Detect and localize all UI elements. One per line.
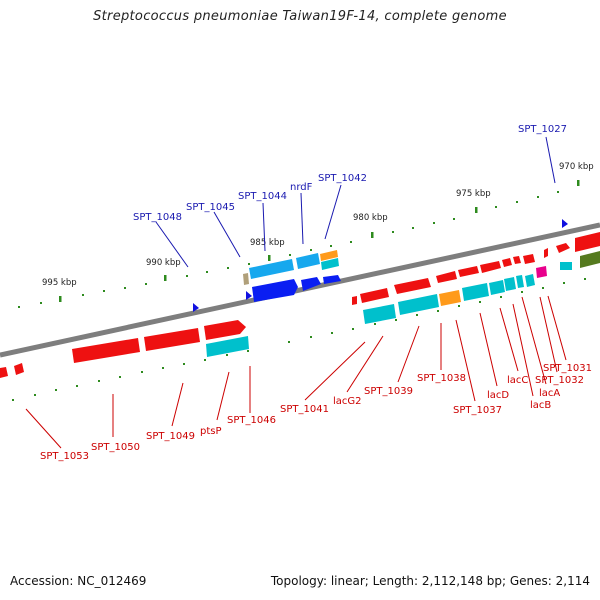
gene-arrow: [575, 232, 600, 252]
gene-label-lacg2: lacG2: [333, 396, 362, 407]
gene-box: [516, 275, 524, 288]
gene-label-spt1031: SPT_1031: [543, 363, 592, 374]
scale-label-990: 990 kbp: [146, 258, 181, 268]
gene-arrow: [544, 248, 548, 258]
gene-arrow: [458, 266, 479, 277]
leader-lines: [25, 295, 567, 449]
gene-arrow: [249, 259, 294, 279]
gene-arrow: [556, 243, 570, 253]
gene-box: [398, 294, 439, 315]
gene-label-spt1044: SPT_1044: [238, 191, 287, 202]
gene-box: [525, 274, 535, 287]
scale-label-975: 975 kbp: [456, 189, 491, 199]
gene-label-spt1032: SPT_1032: [535, 375, 584, 386]
gene-arrow: [360, 288, 389, 303]
gene-arrow: [320, 250, 338, 261]
gene-label-spt1037: SPT_1037: [453, 405, 502, 416]
gene-arrow: [321, 258, 339, 270]
gene-label-lacc: lacC: [507, 375, 528, 386]
gene-label-ptsp: ptsP: [200, 426, 222, 437]
scale-label-970: 970 kbp: [559, 162, 594, 172]
gene-label-lacb: lacB: [530, 400, 551, 411]
reverse-markers: [193, 219, 568, 312]
gene-label-nrdf: nrdF: [290, 182, 313, 193]
gene-arrow: [394, 278, 431, 294]
gene-box: [462, 283, 489, 301]
gene-arrow: [14, 363, 24, 375]
gene-arrow: [252, 279, 298, 302]
leader-lines-top: [155, 136, 556, 268]
gene-label-spt1048: SPT_1048: [133, 212, 182, 223]
scale-label-995: 995 kbp: [42, 278, 77, 288]
gene-label-spt1042: SPT_1042: [318, 173, 367, 184]
gene-arrow: [0, 367, 8, 378]
gene-arrow: [502, 258, 512, 267]
reverse-marker: [246, 291, 252, 300]
reverse-marker: [562, 219, 568, 228]
gene-arrow: [436, 271, 457, 283]
gene-arrow: [323, 275, 341, 284]
scale-label-980: 980 kbp: [353, 213, 388, 223]
topology-summary: Topology: linear; Length: 2,112,148 bp; …: [270, 574, 590, 588]
gene-arrow: [480, 261, 501, 273]
gene-arrow: [580, 251, 600, 268]
cds-band-right: [363, 274, 535, 324]
gene-box: [560, 262, 572, 270]
gene-box: [504, 277, 516, 291]
forward-genes-right: [352, 254, 547, 305]
forward-genes-left: [0, 320, 249, 378]
forward-genes-upper: [544, 232, 600, 270]
gene-label-spt1027: SPT_1027: [518, 124, 567, 135]
gene-label-lacd: lacD: [487, 390, 509, 401]
scale-track-lower: [12, 278, 586, 401]
gene-arrow: [352, 296, 357, 305]
scale-label-985: 985 kbp: [250, 238, 285, 248]
gene-arrow: [72, 338, 140, 363]
accession-label: Accession: NC_012469: [10, 574, 147, 588]
gene-label-spt1053: SPT_1053: [40, 451, 89, 462]
gene-label-spt1049: SPT_1049: [146, 431, 195, 442]
gene-arrow: [144, 328, 200, 351]
gene-label-spt1041: SPT_1041: [280, 404, 329, 415]
gene-box: [489, 280, 505, 295]
gene-label-spt1038: SPT_1038: [417, 373, 466, 384]
gene-label-spt1039: SPT_1039: [364, 386, 413, 397]
gene-arrow: [301, 277, 321, 291]
gene-box: [363, 304, 396, 324]
gene-label-spt1050: SPT_1050: [91, 442, 140, 453]
gene-arrow: [204, 320, 246, 340]
gene-label-spt1046: SPT_1046: [227, 415, 276, 426]
gene-label-spt1045: SPT_1045: [186, 202, 235, 213]
genome-backbone: [0, 222, 600, 358]
gene-arrow: [536, 266, 547, 278]
gene-arrow: [296, 253, 320, 269]
gene-arrow: [513, 256, 521, 264]
gene-box: [439, 290, 461, 306]
reverse-marker: [193, 303, 199, 312]
gene-arrow: [243, 273, 249, 285]
gene-arrow: [523, 254, 535, 264]
gene-label-laca: lacA: [539, 388, 560, 399]
scale-track-upper: [18, 180, 580, 308]
map-title: Streptococcus pneumoniae Taiwan19F-14, c…: [93, 9, 507, 24]
cds-cluster-upper: [243, 250, 341, 302]
gene-box: [206, 336, 249, 357]
